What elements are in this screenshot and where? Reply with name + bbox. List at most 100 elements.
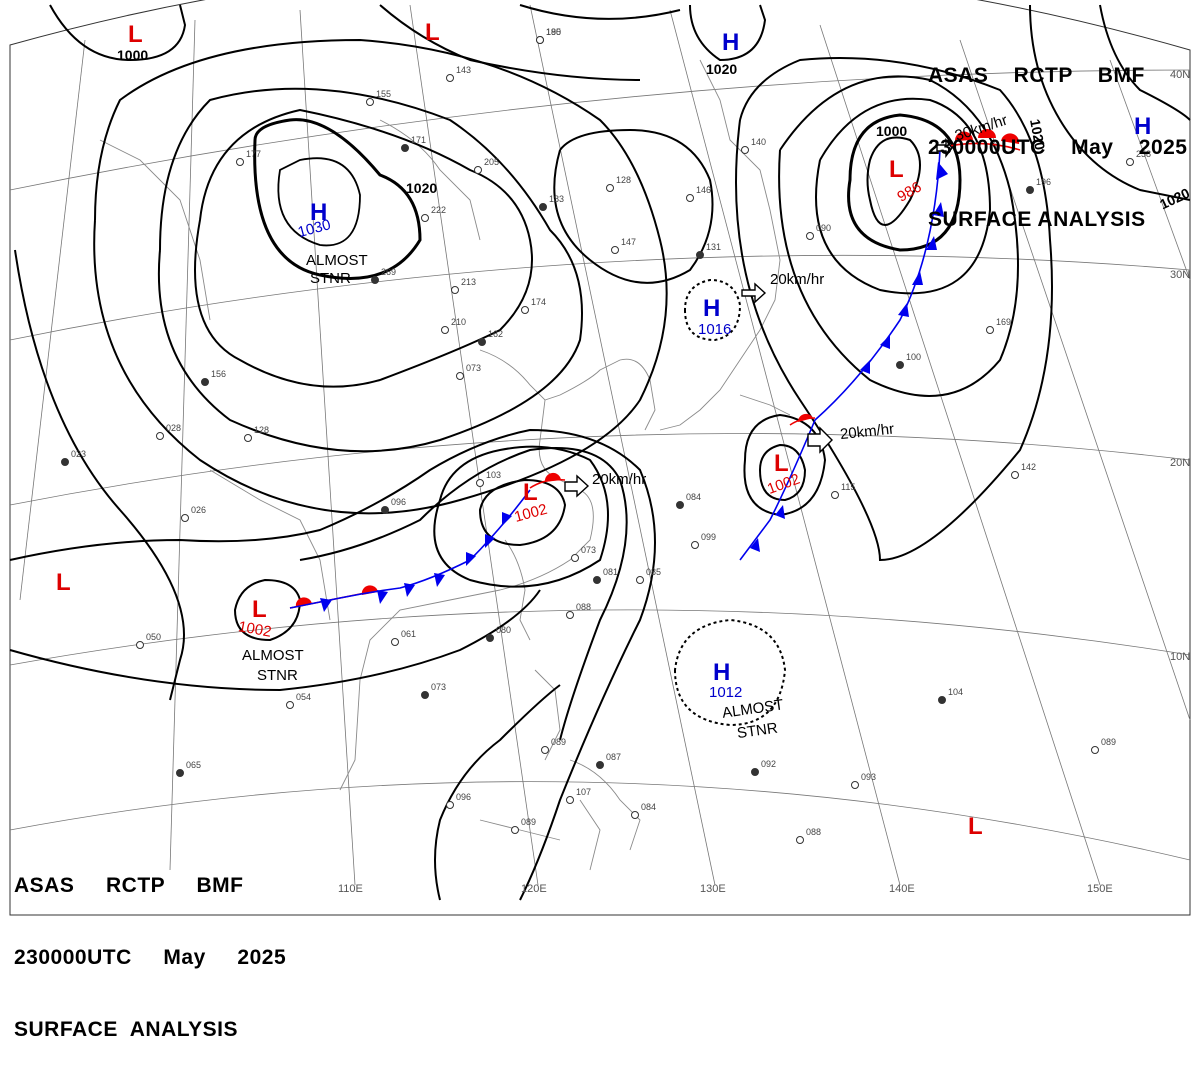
station-symbol: [521, 306, 529, 314]
station-symbol: [476, 479, 484, 487]
station-pressure: 087: [606, 752, 621, 762]
station-pressure: 089: [551, 737, 566, 747]
station-pressure: 128: [616, 175, 631, 185]
station-symbol: [938, 696, 946, 704]
station-symbol: [391, 638, 399, 646]
station-symbol: [421, 214, 429, 222]
cold-fronts: [289, 149, 948, 612]
station-pressure: 143: [456, 65, 471, 75]
high-pressure-center: H: [722, 29, 739, 56]
station-pressure: 050: [146, 632, 161, 642]
weather-map: 1000 1020 1020 1000 1020 1020: [9, 0, 1192, 916]
station-pressure: 096: [391, 497, 406, 507]
stationary-note: STNR: [736, 720, 779, 743]
station-symbol: [636, 576, 644, 584]
station-symbol: [631, 811, 639, 819]
stationary-note: STNR: [257, 667, 298, 684]
latitude-labels: 40N 30N 20N 10N: [1170, 69, 1190, 663]
coastline: [99, 59, 791, 871]
station-symbol: [421, 691, 429, 699]
station-pressure: 162: [488, 329, 503, 339]
station-symbol: [741, 146, 749, 154]
station-symbol: [539, 203, 547, 211]
station-symbol: [1026, 186, 1034, 194]
station-symbol: [691, 541, 699, 549]
station-pressure: 183: [549, 194, 564, 204]
low-pressure-center: L: [523, 479, 538, 506]
station-pressure: 146: [696, 185, 711, 195]
low-pressure-center: L: [252, 596, 267, 623]
station-pressure: 258: [1136, 149, 1151, 159]
latitude-grid: [9, 69, 1191, 861]
station-pressure: 089: [1101, 737, 1116, 747]
station-symbol: [236, 158, 244, 166]
longitude-label: 150E: [1087, 883, 1113, 895]
station-symbol: [611, 246, 619, 254]
longitude-label: 110E: [338, 883, 363, 895]
low-pressure-center: L: [128, 21, 143, 48]
station-symbol: [566, 796, 574, 804]
pressure-center-value: 1002: [237, 618, 273, 641]
high-pressure-center: H: [310, 199, 327, 226]
station-symbol: [851, 781, 859, 789]
isobar-label: 1020: [406, 180, 437, 196]
station-pressure: 131: [706, 242, 721, 252]
station-pressure: 089: [521, 817, 536, 827]
station-symbol: [831, 491, 839, 499]
station-pressure: 099: [701, 532, 716, 542]
station-pressure: 142: [1021, 462, 1036, 472]
stationary-note: ALMOST: [242, 647, 304, 664]
station-symbol: [446, 801, 454, 809]
header-line: ASAS RCTP BMF: [928, 64, 1145, 87]
stationary-notes: ALMOST STNR ALMOST STNR ALMOST STNR: [242, 252, 784, 742]
station-symbol: [456, 372, 464, 380]
station-symbol: [156, 432, 164, 440]
station-pressure: 081: [603, 567, 618, 577]
station-symbol: [986, 326, 994, 334]
header-line: SURFACE ANALYSIS: [14, 1018, 238, 1041]
isobar-label: 1020: [1027, 118, 1048, 152]
station-pressure: 054: [296, 692, 311, 702]
station-symbol: [366, 98, 374, 106]
station-pressure: 092: [761, 759, 776, 769]
station-pressure: 222: [431, 205, 446, 215]
movement-speed: 20km/hr: [770, 271, 824, 288]
station-symbol: [571, 554, 579, 562]
station-symbol: [676, 501, 684, 509]
station-pressure: 174: [531, 297, 546, 307]
station-symbol: [181, 514, 189, 522]
movement-arrows: [564, 137, 953, 498]
longitude-label: 140E: [889, 883, 915, 895]
station-pressure: 169: [996, 317, 1011, 327]
longitude-labels: 110E 120E 130E 140E 150E: [338, 883, 1113, 895]
stationary-note: ALMOST: [306, 252, 368, 269]
station-symbol: [606, 184, 614, 192]
station-symbol: [286, 701, 294, 709]
station-pressure: 128: [254, 425, 269, 435]
low-pressure-center: L: [889, 156, 904, 183]
station-pressure: 147: [621, 237, 636, 247]
latitude-label: 20N: [1170, 457, 1190, 469]
station-pressure: 093: [861, 772, 876, 782]
station-pressure: 177: [246, 149, 261, 159]
latitude-label: 30N: [1170, 269, 1190, 281]
station-symbol: [541, 746, 549, 754]
station-symbol: [371, 276, 379, 284]
map-frame: [9, 0, 1191, 916]
station-symbol: [686, 194, 694, 202]
header-bottom: ASAS RCTP BMF 230000UTC May 2025 SURFACE…: [14, 826, 286, 1066]
station-pressure: 085: [646, 567, 661, 577]
latitude-label: 40N: [1170, 69, 1190, 81]
station-symbol: [176, 769, 184, 777]
pressure-center-value: 1030: [296, 216, 333, 241]
station-symbol: [486, 634, 494, 642]
station-symbol: [751, 768, 759, 776]
header-line: SURFACE ANALYSIS: [928, 208, 1146, 231]
isobar-label: 1000: [117, 47, 148, 63]
high-pressure-center: H: [713, 659, 730, 686]
low-pressure-center: L: [56, 569, 71, 596]
header-line: 230000UTC May 2025: [928, 136, 1188, 159]
pressure-center-value: 1016: [698, 321, 731, 338]
station-symbol: [536, 36, 544, 44]
header-line: 230000UTC May 2025: [14, 946, 287, 969]
